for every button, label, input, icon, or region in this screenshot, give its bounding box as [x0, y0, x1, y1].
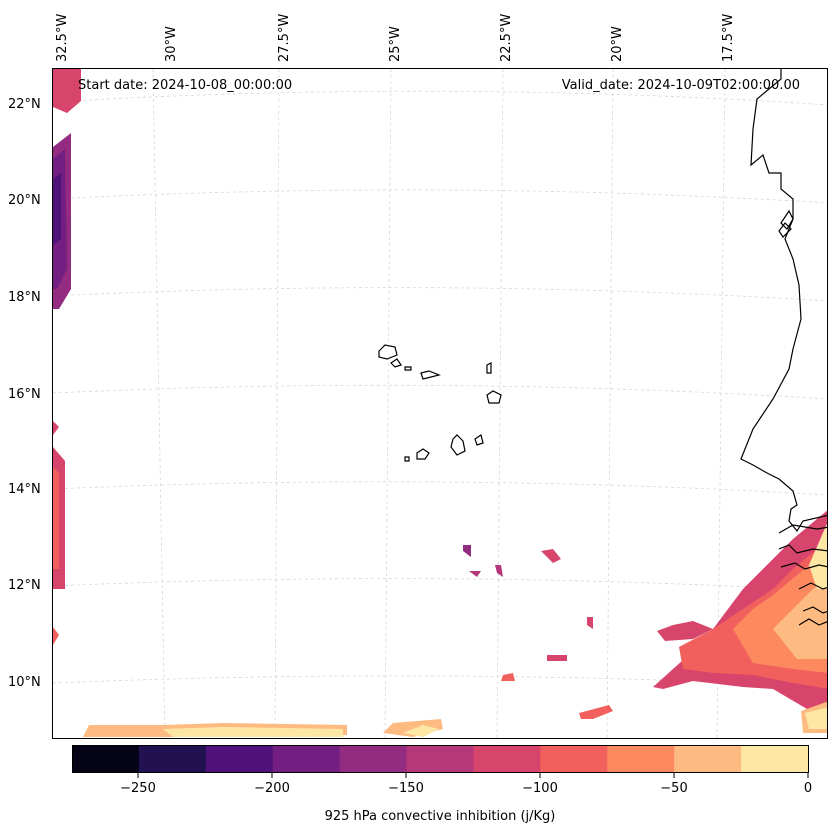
- cin-band-south-light: [163, 727, 343, 737]
- cin-patch-se-corner-light: [805, 707, 827, 729]
- colorbar-tick-50: −50: [660, 781, 688, 796]
- colorbar-tick-100: −100: [522, 781, 558, 796]
- coastlines: [740, 69, 827, 626]
- colorbar-swatch: [540, 745, 608, 773]
- colorbar-swatch: [473, 745, 541, 773]
- lon-label-32-5w: 32.5°W: [55, 13, 70, 62]
- cin-plume-se-core: [809, 523, 827, 589]
- lon-label-22-5w: 22.5°W: [499, 13, 514, 62]
- colorbar-border: [72, 745, 809, 773]
- island-santiago: [450, 434, 466, 456]
- colorbar-swatches: [72, 745, 809, 773]
- island-maio: [474, 434, 484, 446]
- cin-patch-b: [469, 571, 481, 577]
- cin-plume-se-arm: [657, 621, 713, 641]
- lon-label-20w: 20°W: [610, 26, 625, 62]
- colorbar-tick-200: −200: [254, 781, 290, 796]
- cin-patch-c: [495, 565, 503, 577]
- island-brava: [404, 456, 410, 462]
- island-santo-antao: [378, 344, 398, 360]
- cin-patch-d: [541, 549, 561, 563]
- lat-label-20n: 20°N: [8, 193, 41, 208]
- colorbar-ticks: [137, 773, 809, 778]
- colorbar-label: 925 hPa convective inhibition (j/Kg): [324, 809, 556, 824]
- cin-patch-f: [547, 655, 567, 661]
- cin-plume-se-light: [773, 576, 827, 659]
- colorbar-swatch: [741, 745, 809, 773]
- start-date-label: Start date: 2024-10-08_00:00:00: [78, 78, 293, 93]
- map-panel: [52, 68, 828, 739]
- lon-label-27-5w: 27.5°W: [277, 13, 292, 62]
- cin-patch-south-east: [579, 705, 613, 719]
- island-sao-nicolau: [420, 370, 441, 380]
- cin-patch-west-small: [53, 421, 59, 435]
- cin-patch-g: [501, 673, 515, 681]
- valid-date-label: Valid_date: 2024-10-09T02:00:00.00: [561, 78, 800, 93]
- colorbar-swatch: [607, 745, 675, 773]
- lat-label-18n: 18°N: [8, 290, 41, 305]
- island-fogo: [416, 448, 430, 460]
- colorbar-swatch: [339, 745, 408, 773]
- island-sao-vicente: [390, 358, 402, 368]
- colorbar-tick-250: −250: [120, 781, 156, 796]
- cin-patch-west-core: [53, 173, 61, 245]
- lon-label-25w: 25°W: [388, 26, 403, 62]
- cin-patch-south-mid-light: [403, 725, 439, 737]
- lon-label-17-5w: 17.5°W: [721, 13, 736, 62]
- colorbar-swatch: [406, 745, 474, 773]
- colorbar-swatch: [72, 745, 140, 773]
- colorbar: [72, 745, 809, 778]
- island-sal: [486, 362, 492, 374]
- lat-label-10n: 10°N: [8, 675, 41, 690]
- colorbar-swatch: [674, 745, 742, 773]
- colorbar-swatch: [272, 745, 341, 773]
- cin-patch-e: [587, 617, 593, 629]
- lon-label-30w: 30°W: [164, 26, 179, 62]
- cin-field: [53, 69, 827, 737]
- island-santa-luzia: [404, 366, 412, 371]
- lat-label-14n: 14°N: [8, 482, 41, 497]
- colorbar-tick-150: −150: [388, 781, 424, 796]
- cin-patch-a: [463, 545, 471, 557]
- map-canvas: [53, 69, 827, 738]
- cin-patch-west-low: [53, 627, 59, 645]
- cin-patch-nw: [53, 69, 81, 113]
- lat-label-22n: 22°N: [8, 97, 41, 112]
- lat-label-12n: 12°N: [8, 578, 41, 593]
- colorbar-tick-0: 0: [803, 781, 813, 796]
- island-boa-vista: [486, 390, 502, 404]
- colorbar-swatch: [138, 745, 207, 773]
- cin-patch-west-red-inner: [53, 467, 59, 569]
- colorbar-swatch: [205, 745, 274, 773]
- lat-label-16n: 16°N: [8, 387, 41, 402]
- cape-verde-islands: [378, 344, 502, 462]
